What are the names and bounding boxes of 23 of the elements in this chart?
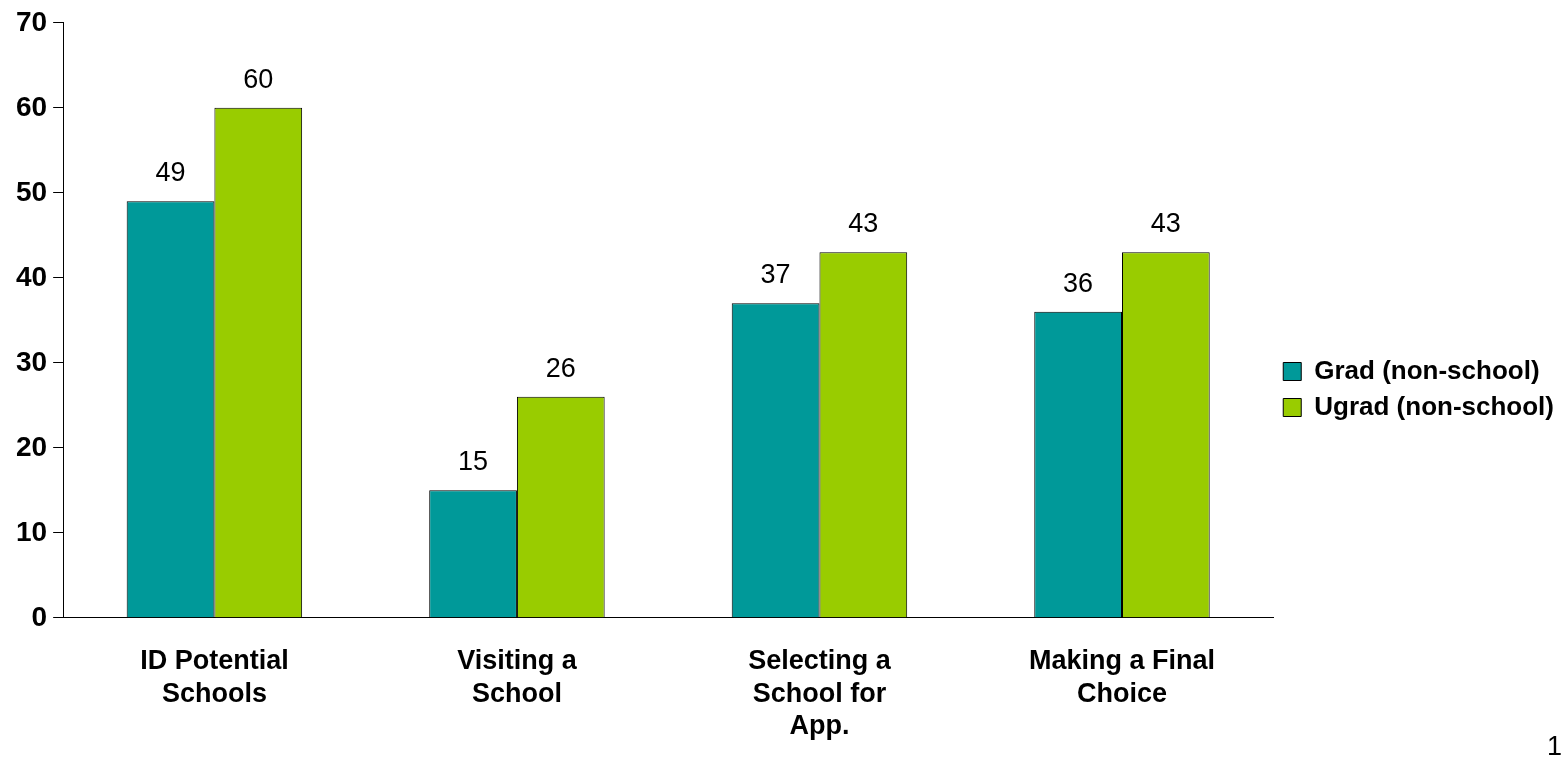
y-tick-label: 50 (15, 175, 48, 207)
y-tick-label: 10 (15, 515, 48, 547)
data-label: 43 (848, 208, 879, 239)
y-tick-label: 70 (15, 5, 48, 37)
data-label: 43 (1150, 208, 1181, 239)
data-label: 60 (243, 63, 274, 94)
legend-label: Ugrad (non-school) (1314, 390, 1555, 421)
y-tick-label: 40 (15, 260, 48, 292)
y-tick-label: 20 (15, 430, 48, 462)
text: 1 (1546, 730, 1562, 761)
data-label: 37 (760, 259, 791, 290)
x-tick-label: Visiting a School (457, 645, 578, 708)
data-label: 36 (1063, 267, 1094, 298)
data-label: 15 (458, 446, 489, 477)
y-tick-label: 60 (15, 90, 48, 122)
data-label: 26 (545, 352, 576, 383)
y-tick-label: 0 (31, 600, 48, 632)
y-tick-label: 30 (15, 345, 48, 377)
x-tick-label: ID Potential Schools (140, 645, 289, 708)
x-tick-label: Making a Final Choice (1028, 645, 1216, 708)
x-tick-label: Selecting a School for App. (748, 645, 892, 741)
data-label: 49 (155, 157, 186, 188)
legend-label: Grad (non-school) (1314, 354, 1540, 385)
